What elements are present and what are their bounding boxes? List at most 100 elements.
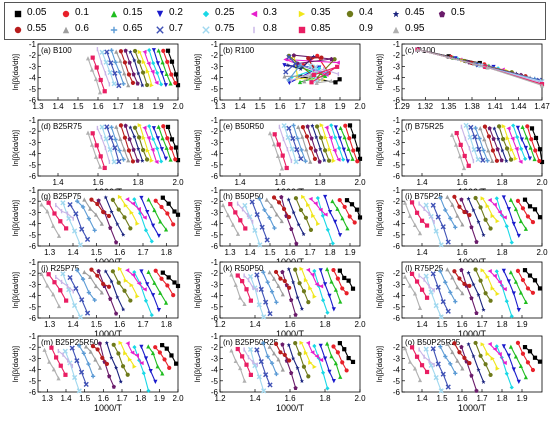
data-point	[290, 135, 296, 142]
data-point	[482, 137, 487, 142]
data-point	[481, 379, 486, 384]
data-point	[90, 131, 95, 136]
y-tick-label: -4	[29, 220, 37, 229]
x-tick-label: 1.6	[456, 178, 468, 187]
series	[267, 344, 285, 372]
data-point	[466, 196, 471, 201]
series	[293, 267, 311, 305]
data-point	[296, 222, 301, 227]
series-line	[320, 270, 335, 310]
panel: -2-3-4-5-61.4 1.5 1.6 1.7 1.8 1.9(l) R75P25ln…	[375, 261, 543, 339]
data-point	[143, 298, 149, 303]
y-tick-label: -3	[393, 280, 401, 289]
data-point	[117, 266, 123, 271]
series-line	[96, 127, 110, 163]
series	[460, 124, 475, 164]
data-point	[515, 125, 520, 130]
x-tick-label: 1.8	[496, 248, 508, 257]
data-point	[165, 283, 170, 288]
y-tick-label: -3	[393, 62, 401, 71]
series-line	[482, 198, 498, 222]
panel: -1-2-3-4-5-61.4 1.6 1.8 2.0(i) B75P25ln[β(d…	[375, 186, 548, 267]
series-line	[139, 51, 153, 86]
x-tick-label: 2.0	[354, 178, 366, 187]
x-tick-label: 1.4	[244, 248, 256, 257]
data-point	[67, 202, 73, 208]
data-point	[117, 70, 122, 75]
series	[139, 344, 158, 384]
data-point	[463, 122, 469, 129]
series	[402, 346, 423, 383]
series-line	[237, 203, 254, 223]
series	[466, 341, 486, 384]
data-point	[510, 136, 515, 141]
data-point	[323, 282, 328, 287]
data-point	[499, 158, 504, 163]
data-point	[285, 134, 291, 141]
series	[137, 49, 154, 88]
data-point	[115, 222, 120, 227]
data-point	[469, 373, 474, 378]
data-point	[490, 158, 495, 163]
data-point	[486, 134, 492, 139]
series	[117, 266, 140, 299]
data-point	[107, 374, 112, 379]
panel: -1-2-3-4-5-61.3 1.4 1.5 1.6 1.7 1.8(j) R25P75…	[11, 258, 181, 339]
series-line	[256, 274, 271, 314]
data-point	[333, 125, 338, 130]
data-point	[314, 135, 319, 140]
y-tick-label: -6	[29, 96, 37, 105]
series-line	[120, 125, 134, 162]
legend-marker-shape	[346, 10, 354, 18]
x-tick-label: 2.0	[172, 178, 184, 187]
series-line	[87, 58, 101, 93]
data-point	[318, 343, 323, 348]
data-point	[152, 207, 157, 213]
data-point	[122, 71, 127, 76]
series	[508, 270, 528, 305]
legend-marker	[346, 10, 354, 18]
panel: -2-3-4-5-61.4 1.5 1.6 1.7 1.8 1.9(o) B50P25R2…	[375, 335, 543, 413]
panel-label: (o) B50P25R25	[405, 338, 461, 347]
data-point	[513, 156, 518, 161]
data-point	[533, 148, 538, 153]
series-line	[92, 57, 106, 92]
series	[473, 267, 493, 303]
x-tick-label: 1.4	[67, 248, 79, 257]
data-point	[474, 310, 479, 316]
legend-marker	[392, 26, 400, 34]
series-line	[62, 273, 81, 318]
data-point	[515, 340, 521, 345]
panel-label: (a) B100	[41, 46, 72, 55]
legend-marker	[156, 26, 164, 34]
legend-marker	[14, 26, 22, 34]
x-axis-label: 1000/T	[276, 403, 305, 413]
series-line	[446, 196, 463, 225]
y-axis-label: ln[β(dα/dt)]	[193, 272, 202, 308]
data-point	[501, 195, 506, 200]
y-tick-label: -2	[211, 269, 219, 278]
series	[522, 268, 543, 291]
data-point	[93, 76, 99, 82]
data-point	[117, 194, 123, 199]
data-point	[460, 366, 465, 371]
data-point	[79, 297, 85, 303]
data-point	[121, 81, 126, 86]
series-line	[465, 125, 479, 160]
data-point	[530, 290, 536, 295]
data-point	[160, 270, 165, 275]
data-point	[474, 388, 479, 393]
legend-item: 0.55	[13, 23, 59, 37]
series-line	[167, 126, 179, 161]
data-point	[85, 130, 91, 135]
series	[139, 195, 162, 239]
data-point	[502, 215, 507, 220]
y-axis-label: ln[β(dα/dt)]	[375, 130, 384, 166]
x-tick-label: 2.0	[354, 102, 366, 111]
data-point	[473, 125, 478, 131]
series	[132, 48, 150, 88]
y-tick-label: -6	[29, 242, 37, 251]
data-point	[317, 159, 322, 164]
data-point	[121, 157, 126, 162]
data-point	[142, 287, 147, 292]
